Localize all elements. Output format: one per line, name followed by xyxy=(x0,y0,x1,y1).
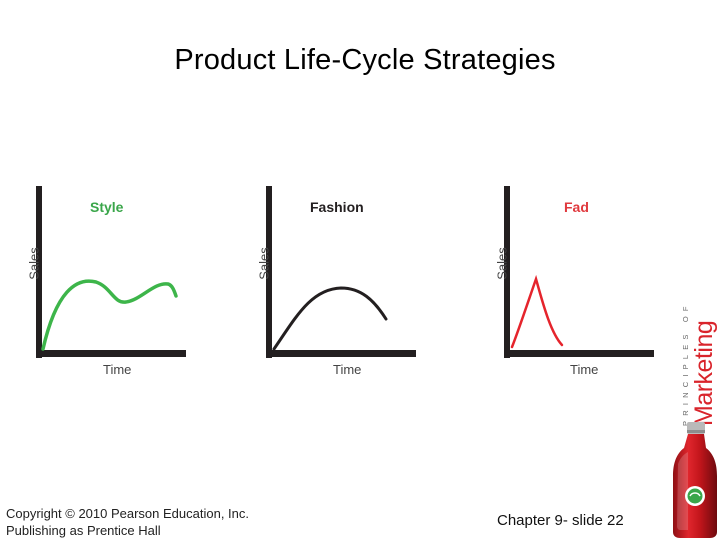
brand-logo: PRINCIPLES OF Marketing xyxy=(681,301,718,426)
bottle-icon xyxy=(673,422,717,538)
diagram-title: Style xyxy=(90,199,124,215)
x-axis xyxy=(504,350,654,357)
x-axis-label: Time xyxy=(570,362,599,377)
slide-title: Product Life-Cycle Strategies xyxy=(174,44,556,76)
y-axis xyxy=(266,186,272,358)
copyright-notice: Copyright © 2010 Pearson Education, Inc.… xyxy=(6,505,249,539)
publisher-line: Publishing as Prentice Hall xyxy=(6,523,161,538)
x-axis-label: Time xyxy=(103,362,132,377)
style-curve xyxy=(41,279,178,351)
brand-big-text: Marketing xyxy=(690,321,718,426)
fashion-diagram: Sales Time Fashion xyxy=(257,182,426,382)
y-axis xyxy=(36,186,42,358)
slide-reference: Chapter 9- slide 22 xyxy=(497,512,624,529)
x-axis xyxy=(266,350,416,357)
diagram-title: Fad xyxy=(564,199,589,215)
copyright-line: Copyright © 2010 Pearson Education, Inc. xyxy=(6,506,250,521)
brand-small-text: PRINCIPLES OF xyxy=(681,301,690,426)
x-axis xyxy=(36,350,186,357)
x-axis-label: Time xyxy=(333,362,362,377)
style-diagram: Sales Time Style xyxy=(27,182,196,382)
diagram-title: Fashion xyxy=(310,199,364,215)
y-axis xyxy=(504,186,510,358)
fad-curve xyxy=(510,274,564,349)
fashion-curve xyxy=(272,286,388,351)
fad-diagram: Sales Time Fad xyxy=(495,182,664,382)
